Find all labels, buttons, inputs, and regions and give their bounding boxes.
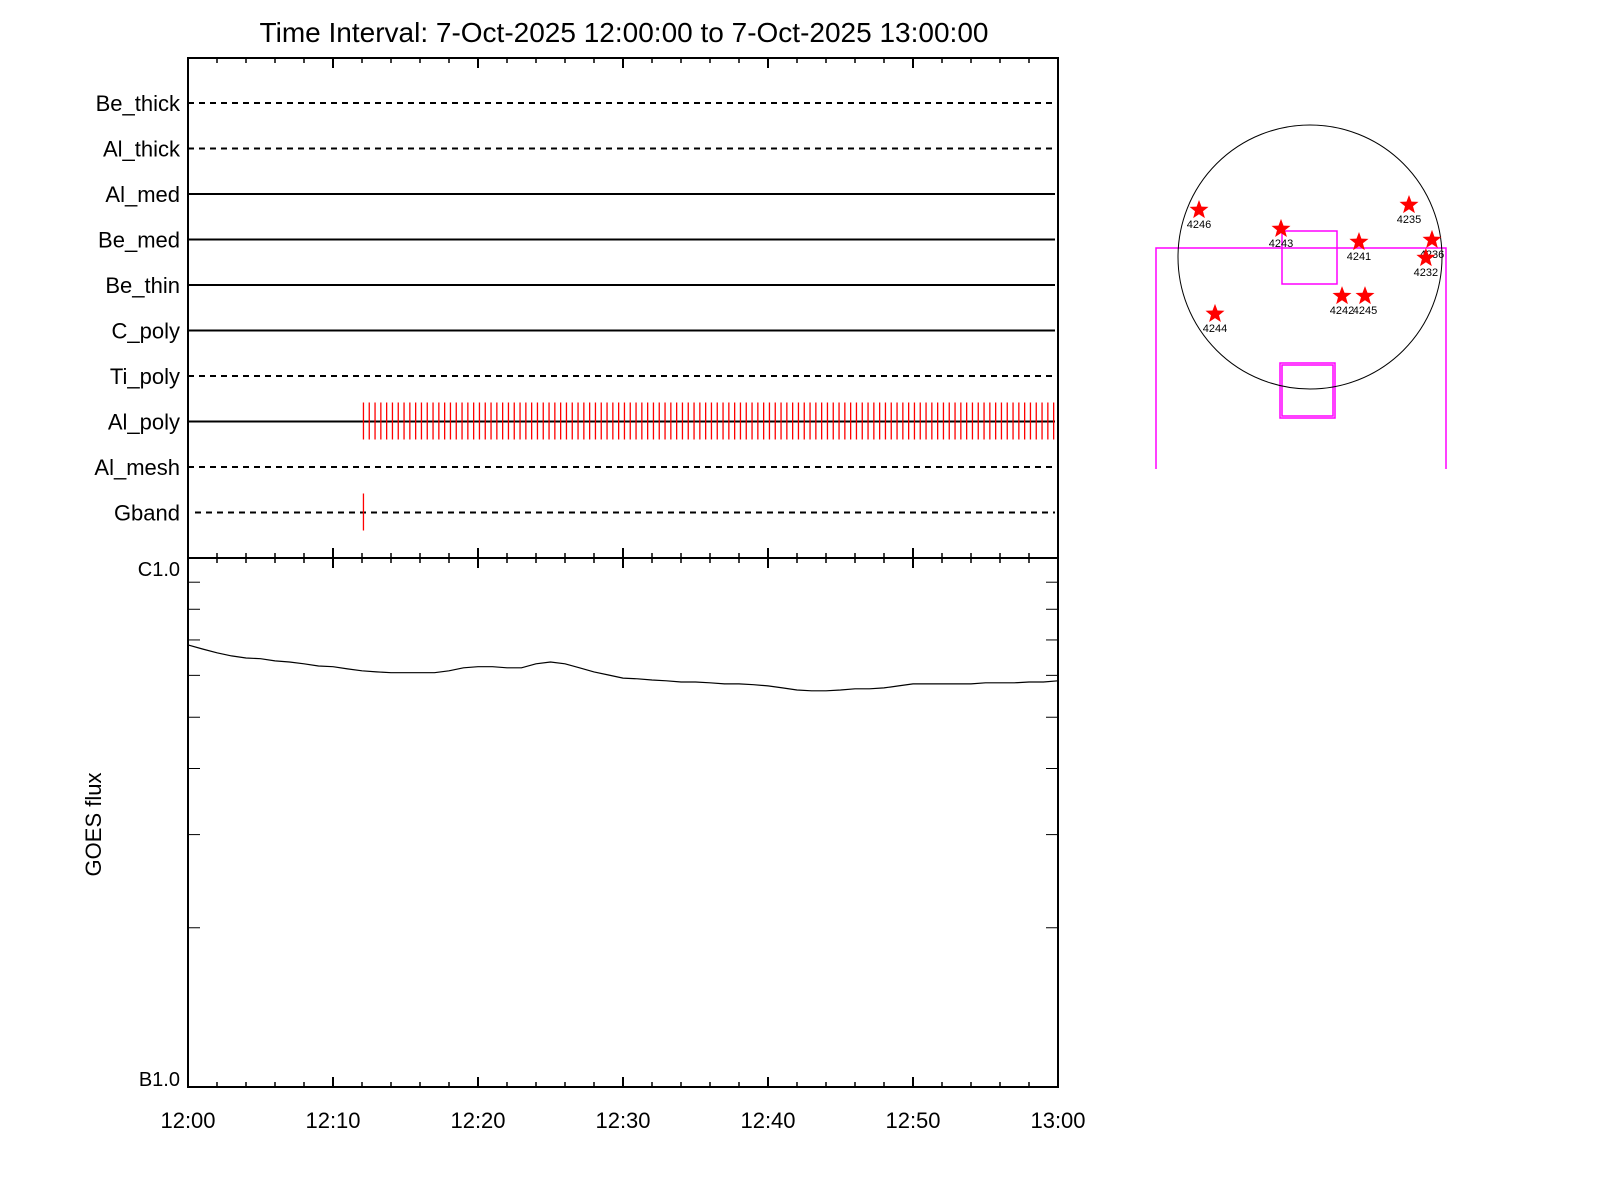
region-marker <box>1349 232 1369 251</box>
y-tick-label: C1.0 <box>138 559 180 581</box>
region-marker <box>1189 200 1209 219</box>
region-marker <box>1416 248 1436 267</box>
filter-label: Gband <box>114 501 180 526</box>
region-label: 4232 <box>1414 267 1438 279</box>
x-tick-label: 12:30 <box>595 1108 650 1133</box>
filter-label: Ti_poly <box>110 364 180 389</box>
goes-panel-frame <box>187 557 1059 1088</box>
filter-label: Be_med <box>98 228 180 253</box>
region-marker <box>1422 229 1442 248</box>
region-label: 4244 <box>1203 323 1227 335</box>
x-tick-label: 13:00 <box>1030 1108 1085 1133</box>
filter-label: Al_poly <box>108 410 180 435</box>
filter-label: Be_thin <box>105 273 180 298</box>
filter-label: Al_mesh <box>94 455 180 480</box>
x-tick-label: 12:10 <box>305 1108 360 1133</box>
flux-line <box>187 644 1059 692</box>
region-label: 4243 <box>1269 238 1293 250</box>
x-tick-label: 12:20 <box>450 1108 505 1133</box>
filter-label: C_poly <box>112 319 180 344</box>
solar-disk <box>1177 124 1443 390</box>
fov-box <box>1281 230 1338 285</box>
filter-label: Be_thick <box>96 91 181 116</box>
region-label: 4241 <box>1347 251 1371 263</box>
region-marker <box>1271 218 1291 237</box>
x-tick-label: 12:00 <box>160 1108 215 1133</box>
filter-panel-frame <box>187 57 1059 559</box>
region-label: 4242 <box>1330 305 1354 317</box>
x-tick-label: 12:40 <box>740 1108 795 1133</box>
region-label: 4235 <box>1397 214 1421 226</box>
y-axis-label: GOES flux <box>81 773 106 877</box>
fov-box <box>1281 364 1334 417</box>
chart-title: Time Interval: 7-Oct-2025 12:00:00 to 7-… <box>260 17 989 48</box>
y-tick-label: B1.0 <box>139 1069 180 1091</box>
fov-box <box>1279 362 1336 419</box>
region-marker <box>1205 303 1225 322</box>
region-marker <box>1332 286 1352 305</box>
x-tick-label: 12:50 <box>885 1108 940 1133</box>
filter-label: Al_med <box>105 182 180 207</box>
region-label: 4245 <box>1353 305 1377 317</box>
filter-label: Al_thick <box>103 137 181 162</box>
region-marker <box>1399 195 1419 214</box>
fov-frame <box>1155 247 1447 469</box>
region-marker <box>1355 286 1375 305</box>
field-of-view <box>1155 230 1447 469</box>
region-label: 4246 <box>1187 219 1211 231</box>
